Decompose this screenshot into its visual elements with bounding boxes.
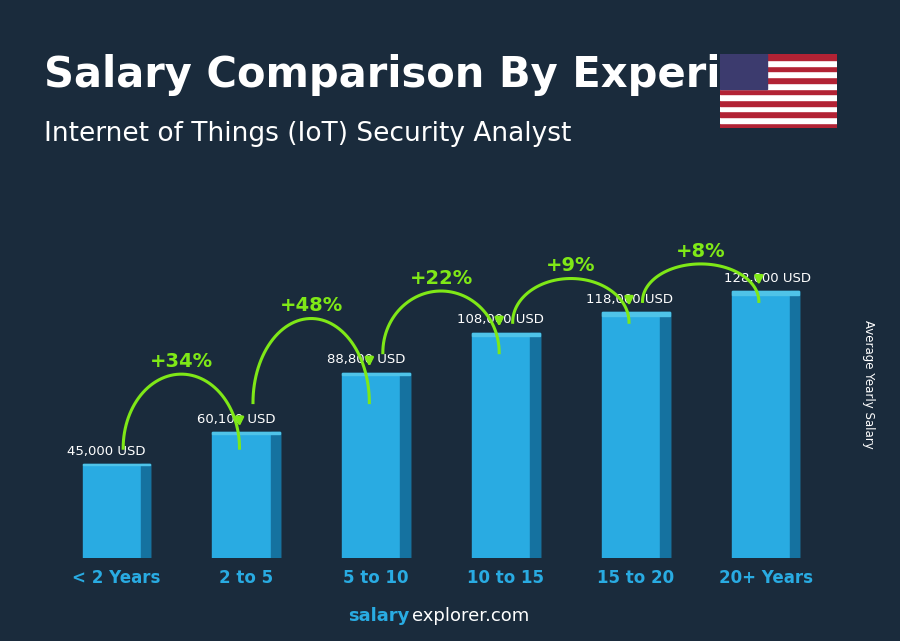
Bar: [342, 372, 410, 558]
Bar: [602, 312, 670, 558]
Text: 118,000 USD: 118,000 USD: [587, 292, 673, 306]
Bar: [720, 111, 837, 117]
Bar: [602, 312, 670, 315]
Bar: [212, 433, 280, 558]
Bar: [720, 54, 837, 60]
Bar: [271, 433, 280, 558]
Bar: [732, 291, 799, 558]
Bar: [720, 54, 767, 88]
Bar: [472, 333, 540, 336]
Text: +22%: +22%: [410, 269, 472, 288]
Bar: [720, 122, 837, 128]
Text: 45,000 USD: 45,000 USD: [68, 445, 146, 458]
Text: Salary Comparison By Experience: Salary Comparison By Experience: [44, 54, 832, 97]
Text: salary: salary: [348, 607, 410, 625]
Text: 108,000 USD: 108,000 USD: [456, 313, 544, 326]
Bar: [720, 83, 837, 88]
Text: Internet of Things (IoT) Security Analyst: Internet of Things (IoT) Security Analys…: [44, 121, 572, 147]
Bar: [720, 94, 837, 100]
Bar: [720, 100, 837, 106]
Text: 128,000 USD: 128,000 USD: [724, 272, 811, 285]
Bar: [83, 464, 150, 465]
Text: Average Yearly Salary: Average Yearly Salary: [862, 320, 875, 449]
Bar: [212, 433, 280, 435]
Bar: [720, 77, 837, 83]
Bar: [400, 372, 410, 558]
Bar: [790, 291, 799, 558]
Text: 88,800 USD: 88,800 USD: [327, 353, 405, 367]
Text: 60,100 USD: 60,100 USD: [197, 413, 275, 426]
Bar: [530, 333, 540, 558]
Bar: [720, 88, 837, 94]
Text: +9%: +9%: [546, 256, 596, 276]
Bar: [720, 72, 837, 77]
Bar: [720, 60, 837, 66]
Text: +48%: +48%: [280, 296, 343, 315]
Bar: [720, 66, 837, 72]
Text: +34%: +34%: [149, 352, 213, 371]
Bar: [720, 117, 837, 122]
Text: explorer.com: explorer.com: [412, 607, 529, 625]
Bar: [732, 291, 799, 295]
Bar: [83, 464, 150, 558]
Bar: [660, 312, 670, 558]
Bar: [342, 372, 410, 376]
Bar: [140, 464, 150, 558]
Bar: [472, 333, 540, 558]
Text: +8%: +8%: [676, 242, 725, 261]
Bar: [720, 106, 837, 111]
